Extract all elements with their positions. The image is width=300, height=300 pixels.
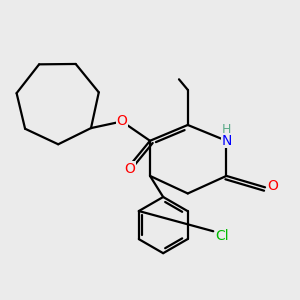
Text: O: O	[268, 179, 278, 194]
Text: Cl: Cl	[215, 229, 229, 243]
Text: H: H	[222, 123, 231, 136]
Text: N: N	[221, 134, 232, 148]
Text: O: O	[116, 115, 127, 128]
Text: O: O	[124, 162, 135, 176]
